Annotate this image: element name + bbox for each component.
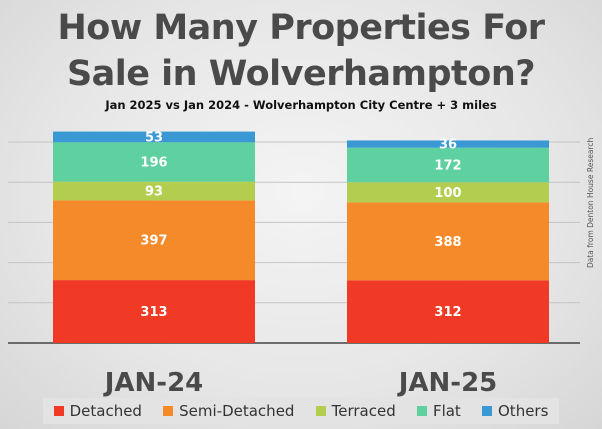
chart-subtitle: Jan 2025 vs Jan 2024 - Wolverhampton Cit…: [105, 98, 497, 112]
legend-label: Detached: [69, 402, 142, 420]
bar-segment-detached-jan-24: [53, 280, 255, 343]
bar-segment-flat-jan-25: [347, 147, 549, 183]
bar-segment-flat-jan-24: [53, 142, 255, 182]
data-label: 36: [439, 138, 457, 153]
data-label: 53: [145, 130, 163, 145]
data-label: 313: [140, 305, 167, 320]
bar-segment-others-jan-24: [53, 131, 255, 143]
legend-item: Detached: [53, 402, 142, 420]
legend: Detached Semi-Detached Terraced Flat Others: [43, 398, 559, 424]
legend-label: Others: [498, 402, 549, 420]
data-label: 312: [434, 305, 461, 320]
data-label: 397: [140, 234, 167, 249]
category-label: JAN-24: [103, 368, 204, 398]
legend-label: Flat: [432, 402, 461, 420]
legend-item: Semi-Detached: [163, 402, 294, 420]
bar-segment-detached-jan-25: [347, 280, 549, 343]
category-label: JAN-25: [397, 368, 498, 398]
legend-swatch: [163, 406, 174, 416]
data-label: 388: [434, 235, 461, 250]
legend-item: Flat: [416, 402, 461, 420]
legend-swatch: [482, 406, 492, 416]
data-label: 172: [434, 158, 461, 173]
legend-swatch: [315, 406, 326, 416]
legend-swatch: [416, 406, 427, 416]
bar-segment-semi-detached-jan-25: [347, 202, 549, 281]
bar-segment-semi-detached-jan-24: [53, 200, 255, 281]
chart-title-line-1: How Many Properties For: [57, 8, 545, 48]
data-label: 93: [145, 184, 163, 199]
legend-label: Semi-Detached: [179, 402, 295, 420]
chart-title-line-2: Sale in Wolverhampton?: [66, 54, 536, 94]
data-label: 196: [140, 155, 167, 170]
legend-item: Others: [482, 402, 548, 420]
legend-swatch: [53, 406, 64, 416]
legend-item: Terraced: [315, 402, 396, 420]
bar-segment-others-jan-25: [347, 140, 549, 148]
data-label: 100: [434, 186, 461, 201]
bar-segment-terraced-jan-25: [347, 182, 549, 203]
bar-segment-terraced-jan-24: [53, 181, 255, 201]
legend-label: Terraced: [331, 402, 396, 420]
